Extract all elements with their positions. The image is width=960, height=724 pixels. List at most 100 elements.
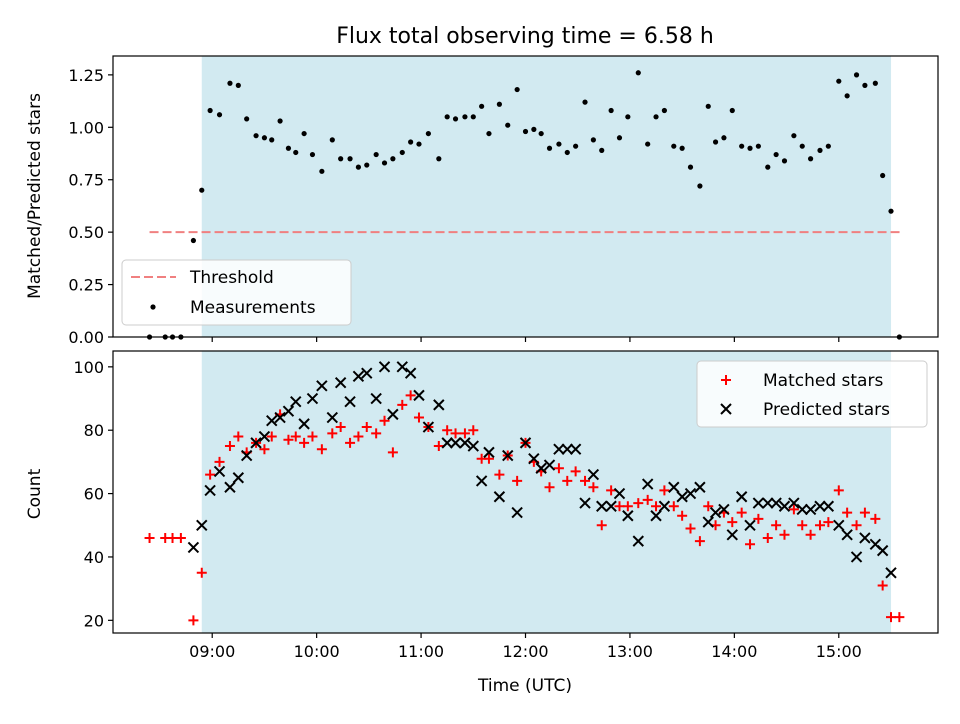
bottom-y-tick-label: 100 (73, 358, 104, 377)
measurement-point (807, 156, 814, 162)
measurement-point (671, 143, 677, 149)
matched-star-point (459, 428, 470, 439)
measurement-point (625, 114, 631, 120)
measurement-point (836, 78, 842, 84)
predicted-star-point (196, 519, 208, 531)
predicted-star-point (502, 449, 514, 462)
measurement-point (546, 145, 553, 151)
top-y-tick-label: 0.00 (68, 328, 104, 347)
predicted-star-point (770, 497, 782, 509)
predicted-star-point (370, 392, 382, 405)
measurement-point (538, 130, 544, 137)
measurement-point (573, 143, 579, 149)
matched-star-point (633, 498, 644, 509)
measurement-point (285, 145, 292, 151)
matched-star-point (233, 431, 244, 442)
predicted-star-point (622, 510, 634, 522)
matched-star-point (580, 475, 591, 486)
predicted-star-point (258, 430, 271, 443)
matched-star-point (483, 453, 494, 464)
predicted-star-point (250, 437, 262, 449)
measurement-point (844, 93, 850, 99)
predicted-star-point (885, 567, 897, 579)
predicted-star-point (658, 500, 671, 512)
matched-star-point (405, 390, 416, 401)
predicted-star-point (569, 443, 582, 455)
measurement-point (514, 86, 520, 93)
predicted-star-point (641, 478, 654, 490)
matched-star-point (144, 532, 155, 543)
matched-star-point (307, 431, 318, 442)
matched-star-point (606, 485, 617, 496)
predicted-star-point (519, 437, 532, 449)
predicted-star-point (266, 415, 278, 427)
predicted-star-point (553, 443, 565, 455)
top-y-tick-label: 0.25 (68, 276, 104, 295)
predicted-star-point (449, 437, 462, 449)
matched-star-point (736, 507, 747, 518)
predicted-star-point (274, 411, 286, 424)
matched-star-point (283, 434, 294, 445)
matched-star-point (553, 463, 564, 474)
measurement-point (390, 156, 396, 162)
predicted-star-point (187, 541, 200, 554)
predicted-star-point (718, 503, 730, 516)
matched-star-point (753, 513, 764, 524)
measurement-point (261, 135, 268, 141)
chart-title: Flux total observing time = 6.58 h (336, 24, 714, 49)
predicted-star-point (528, 453, 540, 465)
predicted-star-point (467, 440, 479, 452)
measurement-point (416, 141, 422, 147)
measurement-point (329, 137, 335, 143)
predicted-star-point (483, 446, 495, 459)
matched-star-point (188, 615, 199, 626)
measurement-point (556, 141, 562, 147)
legend-threshold-label: Threshold (189, 268, 274, 288)
predicted-star-point (224, 481, 236, 493)
measurement-point (712, 139, 719, 145)
matched-star-point (588, 482, 599, 493)
predicted-star-point (702, 516, 714, 528)
predicted-star-point (282, 405, 295, 417)
measurement-point (799, 143, 805, 149)
top-y-axis-label: Matched/Predicted stars (25, 93, 45, 299)
predicted-star-point (232, 472, 245, 484)
measurement-point (817, 147, 823, 153)
matched-star-point (651, 501, 662, 512)
predicted-star-point (459, 437, 471, 449)
measurement-point (364, 162, 370, 168)
measurement-point (616, 135, 623, 141)
measurement-point (853, 72, 860, 78)
top-y-tick-label: 0.75 (68, 171, 104, 190)
matched-star-point (224, 441, 235, 452)
measurement-point (216, 112, 223, 118)
matched-star-point (266, 431, 277, 442)
measurement-point (781, 158, 788, 164)
predicted-star-point (744, 519, 756, 531)
predicted-star-point (668, 481, 680, 493)
measurement-point (301, 130, 307, 137)
measurement-point (872, 80, 878, 86)
matched-star-point (745, 539, 756, 550)
bottom-y-tick-label: 20 (84, 611, 104, 630)
matched-star-point (833, 485, 844, 496)
top-panel: Matched/Predicted stars 0.00 0.25 0.50 0.75… (25, 55, 939, 347)
predicted-star-point (778, 500, 791, 512)
matched-star-point (442, 425, 453, 436)
measurement-point (381, 160, 388, 166)
matched-star-point (614, 501, 625, 512)
matched-star-point (379, 415, 390, 426)
matched-star-point (397, 399, 408, 410)
top-y-tick-label: 1.00 (68, 118, 104, 137)
predicted-star-point (605, 500, 617, 512)
x-tick-label: 14:00 (711, 642, 757, 661)
matched-star-point (668, 501, 679, 512)
predicted-star-point (213, 465, 226, 478)
predicted-star-point (726, 529, 738, 541)
bottom-y-tick-label: 80 (84, 421, 104, 440)
measurement-point (862, 82, 868, 88)
matched-star-point (779, 529, 790, 540)
measurement-point (496, 101, 502, 107)
matched-star-point (642, 494, 653, 505)
